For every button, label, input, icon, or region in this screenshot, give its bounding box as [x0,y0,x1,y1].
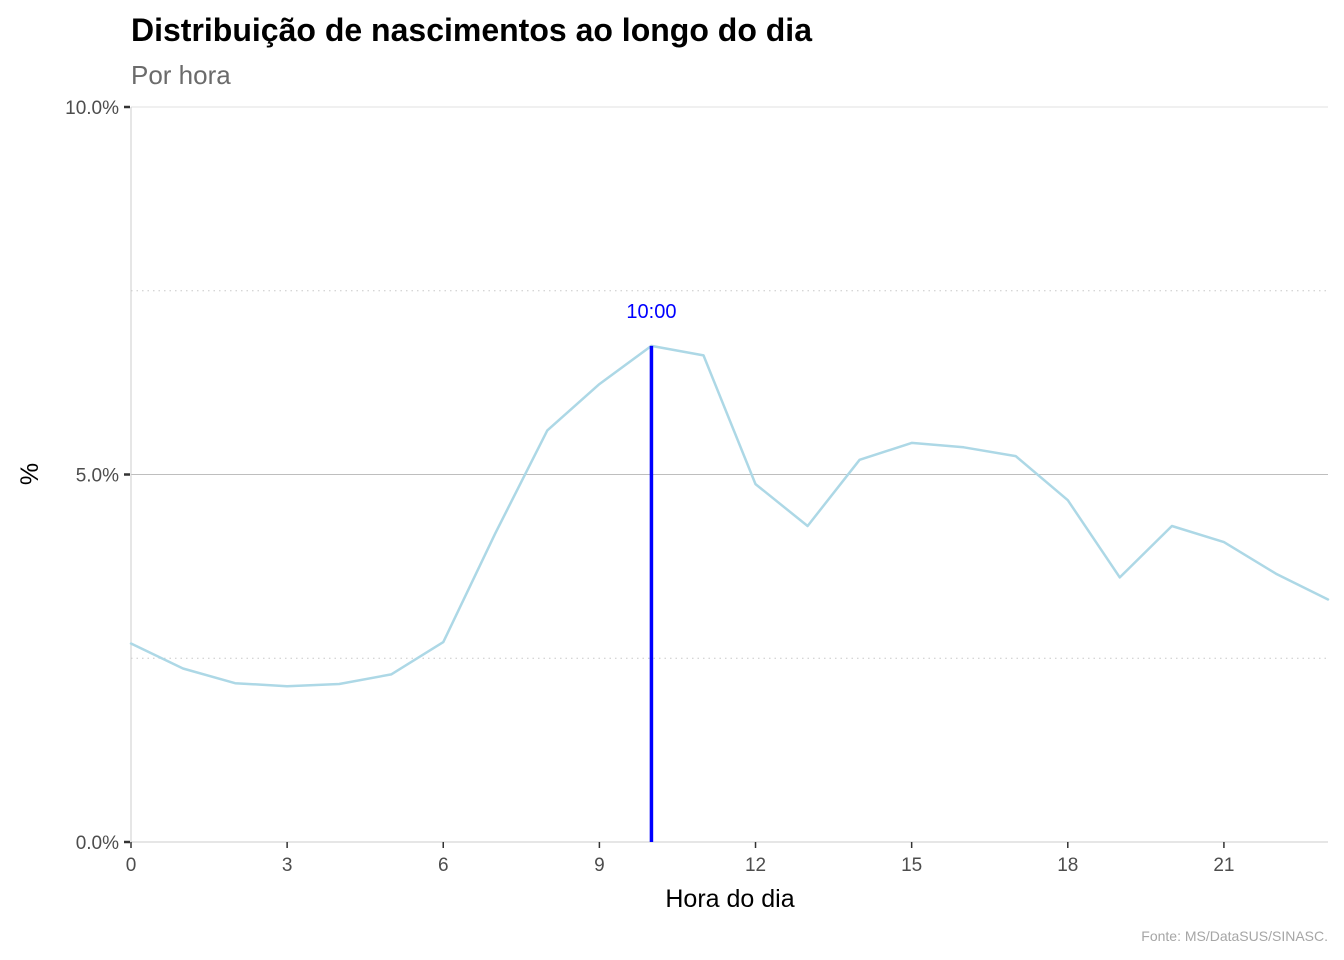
data-point [338,683,340,685]
data-point [910,442,912,444]
data-point [1223,541,1225,543]
data-point [1015,455,1017,457]
data-point [598,383,600,385]
y-tick-label: 10.0% [65,98,119,119]
data-point [130,642,132,644]
data-point [286,685,288,687]
data-point [234,682,236,684]
data-point [1171,525,1173,527]
annotation-layer: 10:00 [626,301,676,842]
x-tick-label: 9 [594,855,605,876]
chart-title: Distribuição de nascimentos ao longo do … [131,12,812,48]
data-point [442,641,444,643]
data-point [754,483,756,485]
x-tick-label: 0 [126,855,137,876]
data-point [806,525,808,527]
x-tick-label: 15 [901,855,922,876]
data-point [1327,598,1329,600]
data-point [182,667,184,669]
axes [124,105,1328,848]
data-point [546,429,548,431]
x-axis-title: Hora do dia [665,885,794,913]
x-tick-label: 21 [1213,855,1234,876]
source-caption: Fonte: MS/DataSUS/SINASC. [1141,928,1328,944]
chart-subtitle: Por hora [131,60,231,90]
data-point [858,459,860,461]
y-tick-label: 0.0% [76,833,119,854]
tick-labels: 0.0% 5.0% 10.0% 0 3 6 9 12 15 18 21 [65,98,1234,876]
grid-lines [131,106,1328,659]
data-point [1119,576,1121,578]
y-axis-title: % [16,463,44,485]
x-tick-label: 3 [282,855,293,876]
y-tick-label: 5.0% [76,466,119,487]
series-line [129,344,1330,688]
data-point [702,354,704,356]
x-tick-label: 18 [1057,855,1078,876]
data-point [390,673,392,675]
data-point [1067,499,1069,501]
data-point [962,446,964,448]
series-layer [129,344,1330,688]
peak-hour-label: 10:00 [626,301,676,323]
x-tick-label: 12 [745,855,766,876]
data-point [494,532,496,534]
data-point [1275,573,1277,575]
x-tick-label: 6 [438,855,449,876]
